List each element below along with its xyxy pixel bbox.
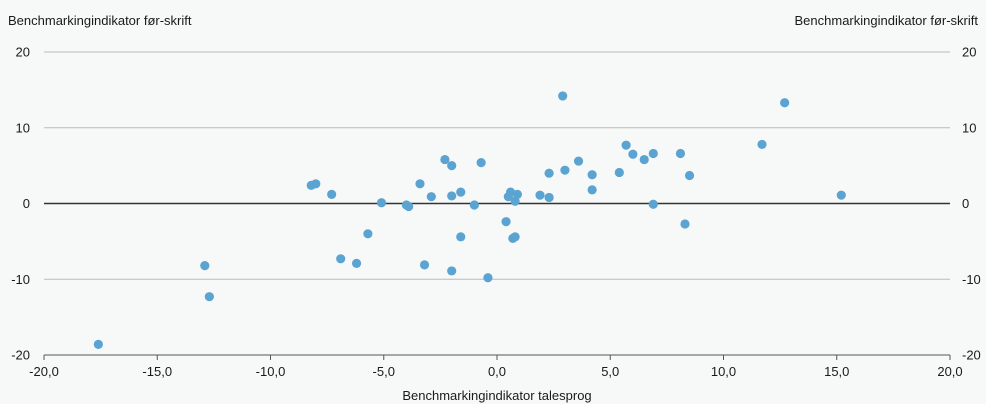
data-point [501, 217, 511, 227]
data-point [512, 189, 522, 200]
data-point [93, 339, 103, 349]
x-tick-label: -15,0 [142, 364, 172, 379]
data-points [93, 91, 846, 349]
data-point [419, 260, 430, 270]
y-axis-title-left: Benchmarkingindikator før-skrift [8, 13, 192, 28]
y-tick-label-right: 10 [962, 120, 976, 135]
data-point [573, 156, 584, 166]
data-point [535, 190, 545, 200]
data-point [510, 232, 520, 242]
data-point [476, 157, 486, 168]
data-point [447, 191, 457, 201]
data-point [639, 154, 649, 165]
data-point [780, 98, 790, 108]
y-axis-title-right: Benchmarkingindikator før-skrift [794, 13, 979, 28]
x-tick-label: 0,0 [488, 364, 506, 379]
data-point [544, 168, 554, 178]
gridlines [43, 51, 951, 360]
data-point [376, 198, 387, 208]
y-tick-label-left: 0 [23, 196, 30, 211]
x-tick-label: 10,0 [711, 364, 736, 379]
data-point [680, 219, 690, 229]
y-tick-label-right: -10 [962, 272, 981, 287]
y-tick-label-left: -10 [11, 272, 30, 287]
data-point [483, 273, 493, 283]
data-point [621, 140, 631, 150]
data-point [415, 179, 425, 189]
data-point [204, 292, 214, 302]
data-point [757, 139, 767, 150]
data-point [544, 192, 554, 203]
data-point [426, 192, 436, 202]
data-point [628, 149, 638, 159]
data-point [587, 185, 597, 195]
x-tick-label: -20,0 [29, 364, 59, 379]
data-point [363, 229, 373, 239]
y-tick-label-left: 20 [16, 45, 30, 60]
data-point [558, 91, 568, 101]
data-point [560, 165, 570, 175]
x-tick-label: -10,0 [256, 364, 286, 379]
x-tick-label: 20,0 [937, 364, 962, 379]
data-point [836, 190, 846, 200]
y-tick-label-right: 20 [962, 45, 976, 60]
data-point [675, 148, 686, 159]
x-tick-label: 15,0 [824, 364, 849, 379]
data-point [456, 187, 466, 197]
data-point [447, 161, 457, 171]
x-tick-label: 5,0 [601, 364, 619, 379]
y-tick-label-left: 10 [16, 120, 30, 135]
data-point [440, 154, 450, 165]
y-tick-label-right: 0 [962, 196, 969, 211]
data-point [327, 189, 337, 200]
y-tick-label-left: -20 [11, 348, 30, 363]
data-point [614, 167, 624, 178]
data-point [648, 148, 658, 159]
data-point [587, 170, 597, 180]
data-point [447, 266, 457, 276]
data-point [469, 200, 479, 210]
y-tick-label-right: -20 [962, 348, 981, 363]
data-point [684, 170, 695, 181]
data-point [404, 201, 414, 212]
data-point [200, 261, 210, 271]
x-axis-title: Benchmarkingindikator talesprog [402, 388, 591, 403]
data-point [336, 254, 346, 264]
data-point [648, 199, 658, 209]
data-point [456, 232, 466, 242]
data-point [311, 179, 321, 189]
x-tick-label: -5,0 [373, 364, 395, 379]
data-point [351, 258, 362, 268]
